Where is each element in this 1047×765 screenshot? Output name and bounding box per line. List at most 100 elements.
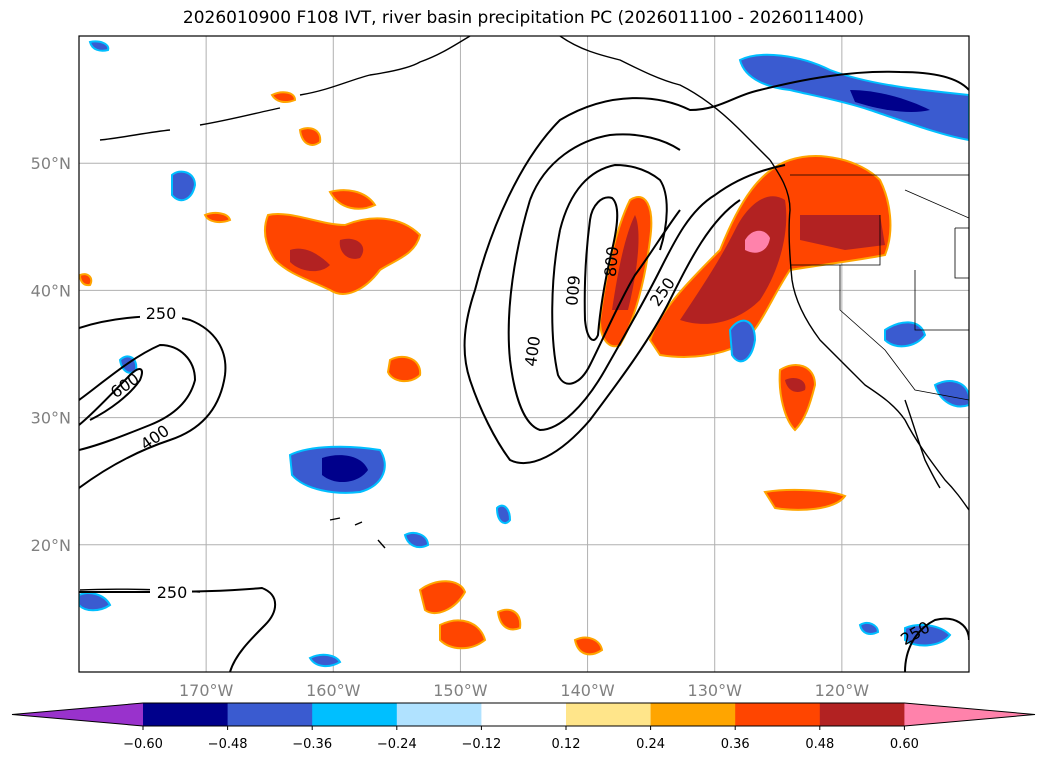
west-coast-north-america	[769, 159, 969, 511]
colorbar-segment	[819, 703, 905, 726]
positive-precip-south-2	[418, 580, 467, 615]
lon-tick-label: 170°W	[179, 681, 234, 700]
lon-tick-label: 140°W	[560, 681, 615, 700]
state-border-3	[914, 270, 969, 331]
state-border-1	[790, 215, 881, 266]
positive-precip-narrow-core	[612, 215, 639, 310]
colorbar-tick-label: 0.36	[721, 737, 750, 752]
colorbar	[11, 702, 1036, 730]
positive-precip-south-4	[496, 608, 522, 631]
negative-precip-small-5	[858, 622, 880, 635]
colorbar-tick-label: 0.24	[636, 737, 665, 752]
ivt-contour-600-west	[79, 368, 143, 426]
colorbar-tick-label: −0.48	[208, 737, 248, 752]
positive-precip-subtropical-core	[785, 378, 806, 392]
alaska-coast	[299, 36, 471, 96]
negative-precip-small-1	[495, 504, 512, 525]
colorbar-segment	[650, 703, 736, 726]
baja-california	[904, 399, 941, 489]
positive-precip-small-2	[328, 189, 377, 210]
lat-tick-label: 30°N	[31, 409, 71, 428]
ivt-contour-labels: 250 600 400 800 600 400 250 250 250	[107, 245, 933, 649]
positive-precip-small-3	[386, 355, 422, 383]
positive-precip-core-inland	[800, 215, 885, 250]
aleutian-islands	[99, 107, 281, 141]
colorbar-extend-min	[12, 703, 143, 726]
lon-tick-label: 130°W	[688, 681, 743, 700]
positive-precip-peak	[745, 230, 770, 253]
ivt-contour-800	[583, 196, 619, 341]
gridlines	[79, 36, 969, 672]
lon-tick-label: 150°W	[433, 681, 488, 700]
colorbar-segment	[735, 703, 821, 726]
positive-precip-aleutian	[270, 91, 297, 104]
alaska-panhandle-coast	[559, 36, 771, 161]
negative-precip-inland-2	[933, 380, 969, 408]
state-border-2	[839, 265, 969, 401]
colorbar-segment	[143, 703, 229, 726]
colorbar-tick-label: −0.60	[123, 737, 163, 752]
state-border-4	[904, 189, 969, 219]
colorbar-segment	[396, 703, 482, 726]
positive-precip-core	[680, 196, 787, 324]
colorbar-segment	[312, 703, 398, 726]
positive-precip-south-5	[573, 636, 604, 656]
latitude-tick-labels: 20°N 30°N 40°N 50°N	[31, 154, 71, 555]
colorbar-extend-max	[904, 703, 1035, 726]
colorbar-tick-labels: −0.60 −0.48 −0.36 −0.24 −0.12 0.12 0.24 0.36 0.4…	[123, 737, 919, 752]
ivt-contour-600-north	[559, 163, 668, 251]
colorbar-tick-label: 0.12	[552, 737, 581, 752]
map-background	[79, 36, 969, 672]
positive-precip-central-core	[290, 238, 364, 272]
colorbar-tick-label: 0.48	[805, 737, 834, 752]
ivt-contour-600-south	[551, 209, 681, 385]
ivt-contour-250-north	[474, 70, 969, 291]
ivt-contour-250-southwest	[79, 586, 277, 672]
colorbar-tick-label: −0.12	[461, 737, 501, 752]
ivt-contour-400-north	[529, 133, 681, 201]
contour-label-800: 800	[601, 245, 623, 277]
ivt-contour-400-west	[79, 343, 197, 451]
colorbar-tick-label: 0.60	[890, 737, 919, 752]
positive-precip-small-1	[298, 127, 322, 146]
positive-precip-south-3	[439, 619, 487, 650]
positive-precip-south-1	[763, 488, 847, 511]
colorbar-segment	[566, 703, 652, 726]
colorbar-segment	[481, 703, 567, 726]
political-borders	[790, 174, 969, 401]
negative-precip-west-1	[171, 170, 197, 202]
state-border-5	[954, 227, 969, 279]
contour-label-600-center: 600	[562, 274, 584, 306]
lat-tick-label: 40°N	[31, 281, 71, 300]
lon-tick-label: 120°W	[815, 681, 870, 700]
hawaiian-islands	[329, 517, 386, 549]
coastlines	[79, 36, 969, 593]
negative-precip-hawaii-core	[322, 455, 368, 483]
negative-precip-small-2	[88, 40, 110, 52]
negative-precip-southwest	[79, 592, 112, 612]
negative-precip-small-4	[308, 653, 342, 668]
contour-label-400-center: 400	[521, 335, 544, 368]
positive-precip-central-pacific	[263, 213, 422, 295]
contour-label-250-southwest: 250	[157, 583, 188, 602]
ivt-contour-250-southeast	[904, 617, 969, 672]
colorbar-tick-label: −0.36	[292, 737, 332, 752]
precipitation-shading	[79, 40, 969, 668]
contour-label-bg	[140, 303, 182, 323]
colorbar-segment	[227, 703, 313, 726]
positive-precip-edge	[79, 273, 93, 287]
ivt-contour-250-south	[463, 199, 741, 465]
ivt-contour-400-south	[507, 164, 786, 432]
negative-precip-north-core	[850, 90, 930, 113]
longitude-tick-labels: 170°W 160°W 150°W 140°W 130°W 120°W	[179, 681, 869, 700]
map-frame	[78, 35, 970, 673]
colorbar-tick-label: −0.24	[377, 737, 417, 752]
negative-precip-small-3	[403, 532, 430, 549]
positive-precip-small-4	[203, 211, 232, 224]
contour-label-250-west: 250	[146, 304, 177, 323]
lat-tick-label: 20°N	[31, 536, 71, 555]
lat-tick-label: 50°N	[31, 154, 71, 173]
negative-precip-coastal	[728, 319, 757, 363]
lon-tick-label: 160°W	[306, 681, 361, 700]
